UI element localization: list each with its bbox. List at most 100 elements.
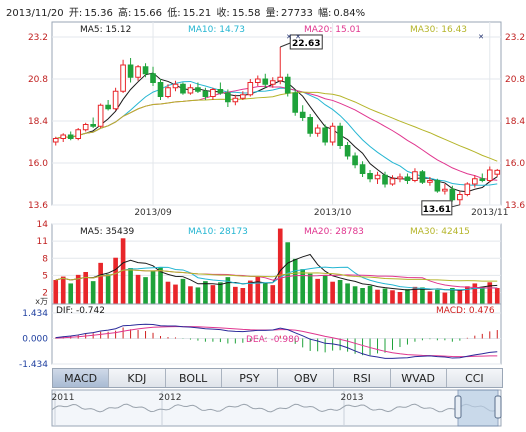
volume-bar (397, 292, 403, 304)
volume-bar (233, 286, 238, 304)
month-tick-label: 2013/10 (314, 208, 352, 218)
candle-body (337, 125, 343, 146)
volume-bar (143, 277, 148, 304)
volume-bar (420, 287, 425, 304)
volume-value: 27733 (281, 8, 313, 19)
tab-rsi[interactable]: RSI (334, 369, 391, 387)
volume-bar (479, 286, 485, 304)
price-legend-2: MA10: 14.73 (188, 25, 245, 35)
volume-bar (375, 289, 380, 304)
candle-body (412, 171, 418, 181)
volume-bar (83, 272, 88, 304)
candle-body (225, 92, 231, 103)
macd-tick-label: 1.434 (22, 309, 48, 319)
volume-unit-label: x万 (35, 297, 48, 306)
volume-bar (465, 286, 470, 304)
tab-boll[interactable]: BOLL (165, 369, 222, 387)
price-tick-right: 16.0 (505, 159, 525, 169)
low-value: 15.21 (182, 8, 212, 19)
candle-body (187, 87, 194, 94)
volume-bar (218, 282, 223, 304)
volume-bar (322, 275, 328, 304)
candle-body (165, 87, 171, 97)
navigator-right-handle[interactable] (494, 395, 502, 419)
volume-bar (405, 289, 410, 304)
volume-legend-2: MA10: 28173 (188, 227, 248, 237)
price-tick-left: 20.8 (28, 75, 48, 85)
event-marker-icon: ✕ (478, 33, 484, 41)
volume-bar (120, 238, 126, 304)
candle-body (172, 83, 179, 89)
volume-legend-3: MA20: 28783 (304, 227, 364, 237)
volume-bar (173, 284, 178, 304)
volume-bar (195, 287, 201, 304)
tab-obv[interactable]: OBV (278, 369, 335, 387)
candle-body (232, 97, 239, 103)
candle-body (262, 78, 269, 85)
candle-body (142, 66, 149, 75)
price-ma30-line (55, 91, 498, 162)
volume-label: 量: (265, 8, 280, 19)
volume-bar (225, 277, 231, 304)
change-label: 幅: (318, 8, 332, 19)
volume-bar (255, 276, 261, 304)
navigator-year-label: 2012 (159, 393, 182, 403)
volume-bar (330, 281, 335, 304)
tab-wvad[interactable]: WVAD (390, 369, 447, 387)
navigator-left-handle[interactable] (454, 395, 462, 419)
macd-tick-label: 0.000 (22, 335, 48, 345)
dif-legend: DIF: -0.742 (56, 306, 105, 316)
tab-macd[interactable]: MACD (53, 369, 110, 387)
candle-body (397, 176, 403, 180)
candle-body (434, 180, 441, 192)
volume-bar (113, 257, 118, 304)
candle-body (359, 164, 366, 174)
price-tick-right: 18.4 (505, 117, 525, 127)
volume-bar (270, 285, 276, 304)
candle-body (52, 138, 59, 143)
volume-bar (494, 288, 500, 304)
navigator-year-label: 2013 (341, 393, 364, 403)
volume-bar (98, 262, 103, 304)
tab-psy[interactable]: PSY (221, 369, 278, 387)
candle-body (307, 117, 313, 134)
candle-body (427, 180, 433, 183)
candle-body (314, 127, 321, 134)
navigator-frame (51, 389, 502, 427)
volume-bar (210, 285, 216, 304)
dea-legend: DEA: -0.980 (246, 335, 300, 345)
dea-line (55, 326, 498, 358)
month-tick-label: 2013/09 (134, 208, 172, 218)
dif-line (55, 323, 498, 359)
volume-tick-label: 5 (42, 271, 48, 281)
volume-bar (135, 274, 141, 304)
price-tick-left: 23.2 (28, 33, 48, 43)
tab-cci[interactable]: CCI (446, 369, 502, 387)
price-tick-left: 16.0 (28, 159, 48, 169)
volume-tick-label: 14 (37, 220, 49, 230)
candle-body (277, 76, 284, 82)
volume-ma30-line (55, 269, 498, 282)
candle-body (97, 104, 104, 127)
volume-bar (165, 281, 171, 304)
volume-bar (345, 283, 350, 304)
candle-body (284, 76, 291, 94)
candle-body (269, 80, 276, 85)
low-label: 低: (167, 8, 181, 19)
price-tick-right: 20.8 (505, 75, 525, 85)
candle-body (374, 174, 381, 180)
candle-body (90, 124, 96, 127)
volume-bar (442, 292, 448, 304)
volume-bar (367, 285, 373, 304)
candle-body (479, 178, 486, 181)
price-panel-frame (51, 21, 502, 206)
candle-body (471, 178, 478, 185)
event-marker-icon: ✕ (295, 33, 301, 41)
price-tick-right: 13.6 (505, 201, 525, 211)
candle-body (150, 73, 156, 83)
tab-kdj[interactable]: KDJ (109, 369, 166, 387)
candle-body (389, 178, 396, 185)
navigator-range-window[interactable] (457, 389, 499, 427)
quote-header: 2013/11/20 开: 15.36 高: 15.66 低: 15.21 收: 15.… (6, 4, 367, 19)
